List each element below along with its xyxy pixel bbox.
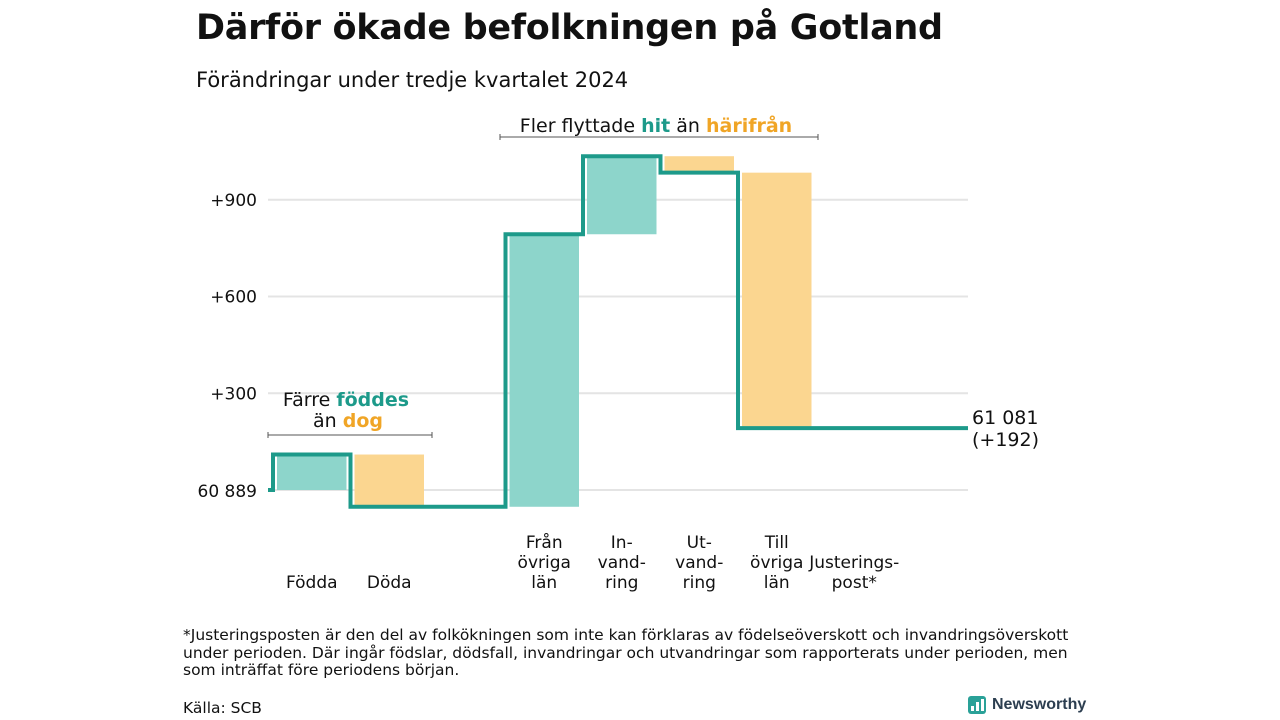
chart-title: Därför ökade befolkningen på Gotland <box>196 8 943 48</box>
y-tick-label: +900 <box>210 191 257 211</box>
category-label: Födda <box>286 573 338 593</box>
category-label: In- <box>611 533 633 553</box>
start-value-label: 60 889 <box>198 482 257 502</box>
bar-decrease <box>354 454 424 507</box>
category-label: län <box>764 573 790 593</box>
category-label: Döda <box>367 573 412 593</box>
births-annotation-line2: än dog <box>313 410 383 432</box>
category-label: vand- <box>598 553 646 573</box>
brand-logo: Newsworthy <box>968 696 1086 714</box>
category-label: Från <box>526 532 563 553</box>
bar-increase <box>509 234 579 507</box>
end-value-label: 61 081 <box>972 407 1038 429</box>
chart-subtitle: Förändringar under tredje kvartalet 2024 <box>196 68 629 92</box>
running-total-line <box>268 154 968 509</box>
end-change-label: (+192) <box>972 429 1039 451</box>
bar-increase <box>587 156 657 235</box>
births-annotation-line1: Färre föddes <box>283 389 409 411</box>
category-label: ring <box>605 573 638 593</box>
category-label: Ut- <box>687 533 712 553</box>
category-label: övriga <box>518 553 571 573</box>
brand-name: Newsworthy <box>992 696 1087 713</box>
y-tick-label: +300 <box>210 384 257 404</box>
category-label: län <box>531 573 557 593</box>
footnote: *Justeringsposten är den del av folkökni… <box>183 626 1069 679</box>
bar-decrease <box>664 156 734 173</box>
category-label: ring <box>683 573 716 593</box>
bar-increase <box>277 454 347 490</box>
bar-decrease <box>742 172 812 429</box>
migration-annotation: Fler flyttade hit än härifrån <box>520 113 792 137</box>
category-label: post* <box>832 573 877 593</box>
category-label: vand- <box>675 553 723 573</box>
category-label: Justerings- <box>808 553 899 573</box>
y-tick-label: +600 <box>210 288 257 308</box>
category-label: Till <box>764 533 789 553</box>
category-label: övriga <box>750 553 803 573</box>
newsworthy-logo-icon <box>968 696 986 714</box>
source-label: Källa: SCB <box>183 699 262 717</box>
